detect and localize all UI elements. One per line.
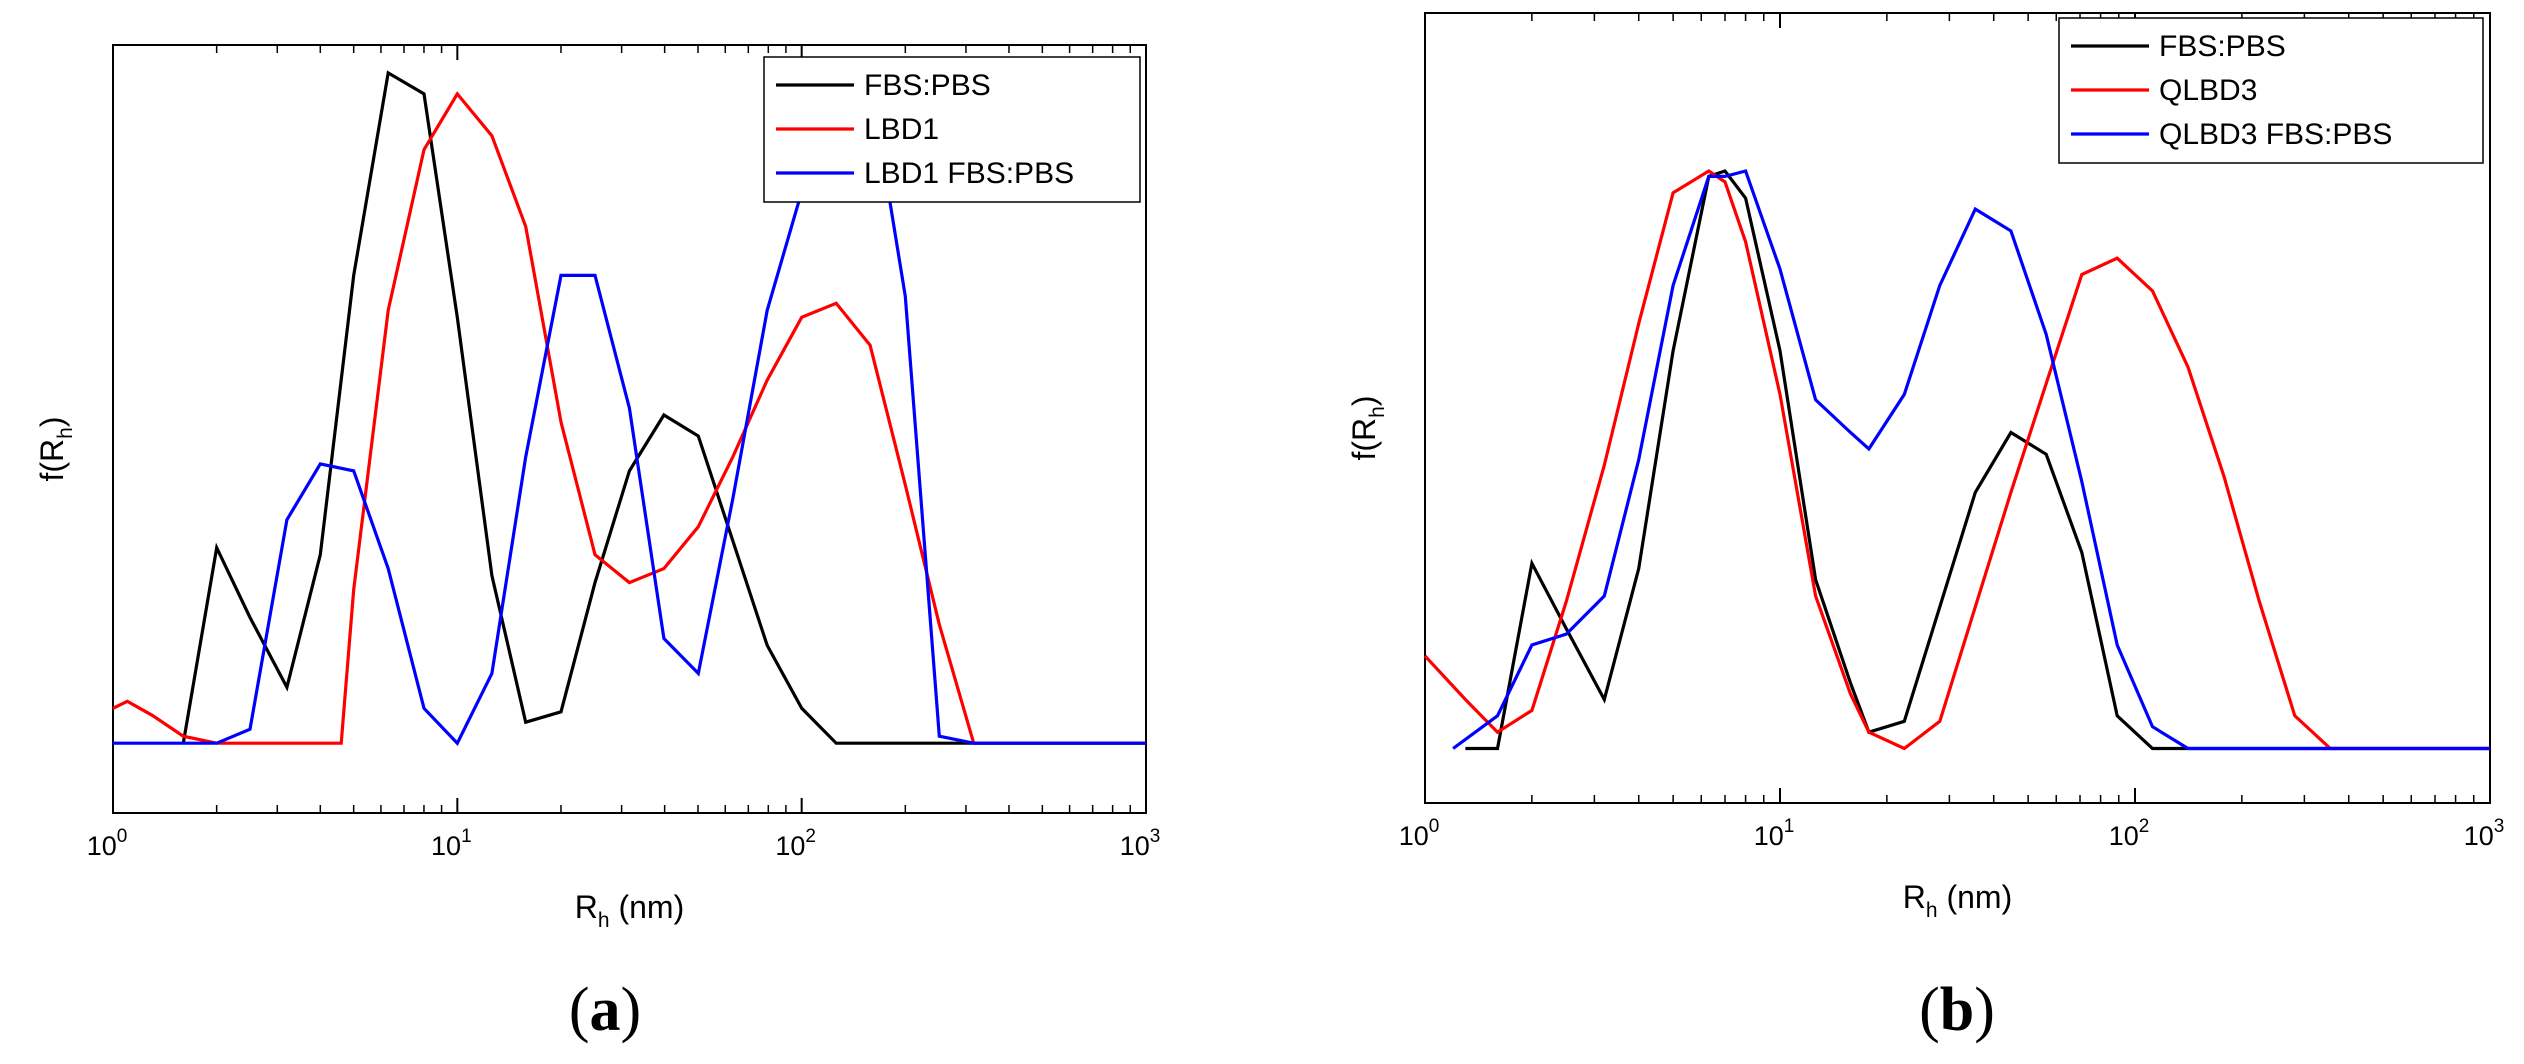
plot-frame (112, 44, 1147, 814)
panel-b: 100 101 102 103 Rh (nm) f(Rh) FBS:PBS QLBD3 QLBD… (1346, 12, 2505, 1044)
panel-label: (a) (569, 976, 641, 1044)
legend-entry: FBS:PBS (2159, 30, 2286, 63)
x-tick-label: 101 (431, 826, 472, 861)
x-tick-label: 100 (87, 826, 128, 861)
panel-a: 100 101 102 103 Rh (nm) f(Rh) FBS:PBS LBD1 LBD1 … (34, 44, 1161, 1044)
x-tick-label: 103 (1120, 826, 1161, 861)
y-axis-label: f(Rh) (34, 417, 77, 482)
series-line-1 (1465, 169, 2490, 751)
legend: FBS:PBS LBD1 LBD1 FBS:PBS (763, 56, 1141, 203)
x-tick-label: 102 (775, 826, 816, 861)
series-line-1 (181, 70, 1146, 745)
legend-entry: FBS:PBS (864, 69, 991, 102)
legend-entry: LBD1 FBS:PBS (864, 157, 1074, 190)
legend: FBS:PBS QLBD3 QLBD3 FBS:PBS (2058, 17, 2484, 164)
series-line-2 (112, 91, 1146, 745)
x-axis-label: Rh (nm) (575, 889, 684, 932)
x-axis-label: Rh (nm) (1903, 879, 2012, 922)
legend-entry: QLBD3 FBS:PBS (2159, 118, 2392, 151)
plot-frame (1424, 12, 2491, 804)
series-line-3 (1452, 169, 2490, 751)
x-tick-label: 102 (2109, 816, 2150, 851)
x-tick-label: 101 (1754, 816, 1795, 851)
panel-label: (b) (1919, 976, 1995, 1044)
legend-entry: LBD1 (864, 113, 939, 146)
x-tick-label: 103 (2464, 816, 2505, 851)
y-axis-label: f(Rh) (1346, 396, 1389, 461)
series-line-2 (1423, 169, 2490, 751)
x-tick-label: 100 (1399, 816, 1440, 851)
legend-entry: QLBD3 (2159, 74, 2257, 107)
